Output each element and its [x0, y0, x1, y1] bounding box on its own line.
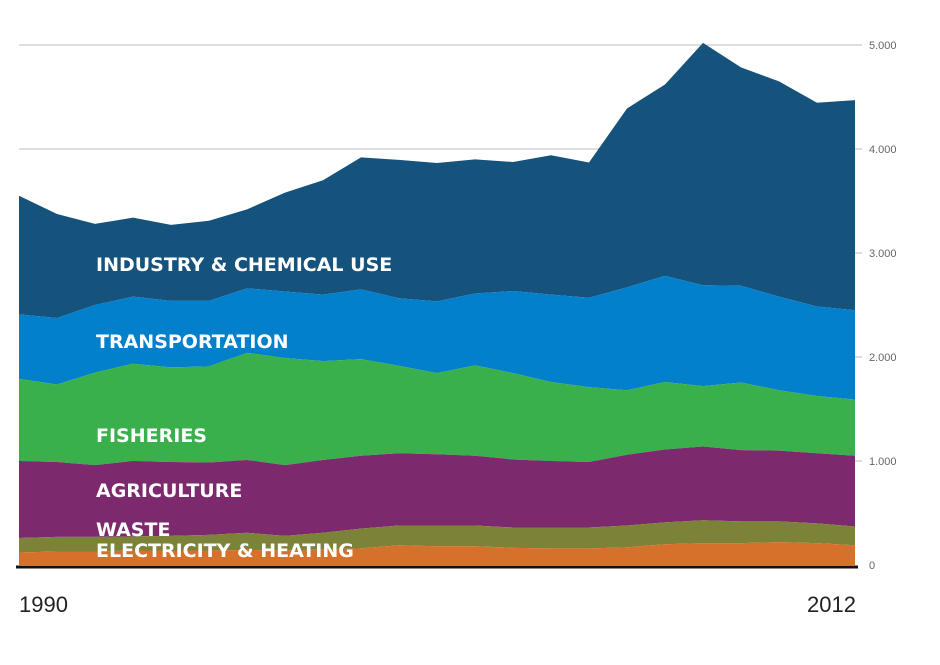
area-series-electricity-heating: [19, 542, 855, 565]
y-tick-label: 5.000: [869, 40, 897, 52]
series-label: INDUSTRY & CHEMICAL USE: [96, 254, 392, 276]
y-tick-labels: 0 1.000 2.000 3.000 4.000 5.000: [869, 40, 897, 572]
area-series-industry-chemical-use: [19, 42, 855, 319]
series-label: TRANSPORTATION: [96, 331, 289, 353]
area-series-waste: [19, 520, 855, 553]
series-label: ELECTRICITY & HEATING: [96, 540, 354, 562]
y-tick-label: 2.000: [869, 352, 897, 364]
series-label: WASTE: [96, 519, 170, 541]
area-series-fisheries: [19, 352, 855, 466]
y-tick-label: 1.000: [869, 456, 897, 468]
y-tick-label: 0: [869, 560, 875, 572]
y-tick-label: 3.000: [869, 248, 897, 260]
x-start-label: 1990: [19, 592, 68, 617]
area-series-transportation: [19, 275, 855, 400]
x-end-label: 2012: [807, 592, 856, 617]
area-series-agriculture: [19, 446, 855, 538]
area-series: [19, 42, 855, 565]
series-label: AGRICULTURE: [96, 480, 242, 502]
y-tick-label: 4.000: [869, 144, 897, 156]
series-label: FISHERIES: [96, 425, 207, 447]
